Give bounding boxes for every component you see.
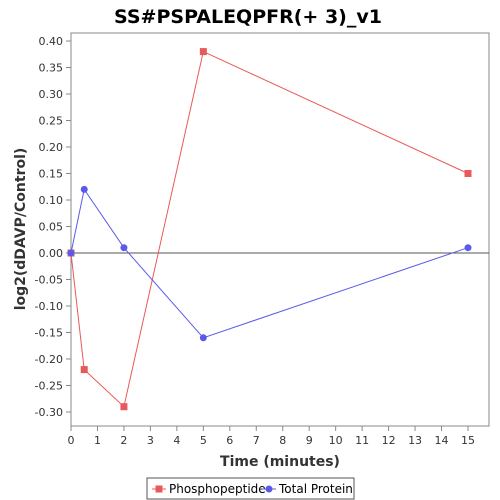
legend-label-total-protein: Total Protein bbox=[278, 482, 353, 496]
y-tick-label: -0.25 bbox=[35, 380, 63, 393]
y-tick-label: -0.30 bbox=[35, 406, 63, 419]
total-protein-point bbox=[464, 244, 472, 252]
x-axis-label: Time (minutes) bbox=[220, 454, 340, 470]
x-tick-label: 1 bbox=[94, 434, 101, 447]
chart-title: SS#PSPALEQPFR(+ 3)_v1 bbox=[114, 6, 382, 28]
y-tick-label: 0.30 bbox=[39, 88, 64, 101]
y-tick-label: -0.05 bbox=[35, 274, 63, 287]
legend-box bbox=[146, 477, 355, 500]
x-tick-label: 10 bbox=[329, 434, 343, 447]
y-tick-label: 0.00 bbox=[39, 247, 64, 260]
x-tick-label: 15 bbox=[461, 434, 475, 447]
phosphopeptide-point bbox=[120, 403, 128, 411]
x-tick-label: 7 bbox=[253, 434, 260, 447]
x-tick-label: 9 bbox=[306, 434, 313, 447]
y-tick-label: 0.15 bbox=[39, 168, 64, 181]
total-protein-point bbox=[80, 185, 88, 193]
x-tick-label: 3 bbox=[147, 434, 154, 447]
y-tick-label: 0.20 bbox=[39, 141, 64, 154]
y-axis-label: log2(dDAVP/Control) bbox=[13, 148, 29, 311]
y-tick-label: -0.20 bbox=[35, 353, 63, 366]
x-tick-label: 11 bbox=[355, 434, 369, 447]
y-tick-label: 0.35 bbox=[39, 62, 64, 75]
phosphopeptide-point bbox=[464, 170, 472, 177]
x-tick-label: 0 bbox=[68, 434, 75, 447]
y-tick-label: -0.15 bbox=[35, 327, 63, 340]
x-tick-label: 14 bbox=[435, 434, 449, 447]
y-tick-label: 0.10 bbox=[39, 194, 64, 207]
x-tick-label: 6 bbox=[226, 434, 233, 447]
y-tick-label: 0.05 bbox=[39, 221, 64, 234]
total-protein-point bbox=[199, 334, 207, 342]
x-axis: 0 1 2 3 4 5 6 7 8 9 10 11 12 13 14 15 bbox=[68, 426, 475, 447]
y-tick-label: -0.10 bbox=[35, 300, 63, 313]
legend-swatch-marker bbox=[155, 485, 163, 493]
x-tick-label: 12 bbox=[382, 434, 396, 447]
y-tick-label: 0.40 bbox=[39, 35, 64, 48]
x-tick-label: 5 bbox=[200, 434, 207, 447]
x-tick-label: 8 bbox=[279, 434, 286, 447]
total-protein-point bbox=[120, 244, 128, 252]
total-protein-point bbox=[67, 249, 75, 257]
series-layer bbox=[67, 48, 472, 411]
legend-label-phosphopeptide: Phosphopeptide bbox=[169, 482, 266, 496]
legend-swatch-marker bbox=[265, 485, 273, 493]
y-axis: -0.30 -0.25 -0.20 -0.15 -0.10 -0.05 0.00 0.05 0.… bbox=[35, 35, 71, 419]
phosphopeptide-point bbox=[80, 366, 88, 374]
legend: Phosphopeptide Total Protein bbox=[146, 477, 355, 500]
x-tick-label: 4 bbox=[173, 434, 180, 447]
y-tick-label: 0.25 bbox=[39, 115, 64, 128]
x-tick-label: 13 bbox=[408, 434, 422, 447]
phosphopeptide-point bbox=[199, 48, 207, 56]
plot-area bbox=[70, 32, 490, 427]
x-tick-label: 2 bbox=[120, 434, 127, 447]
